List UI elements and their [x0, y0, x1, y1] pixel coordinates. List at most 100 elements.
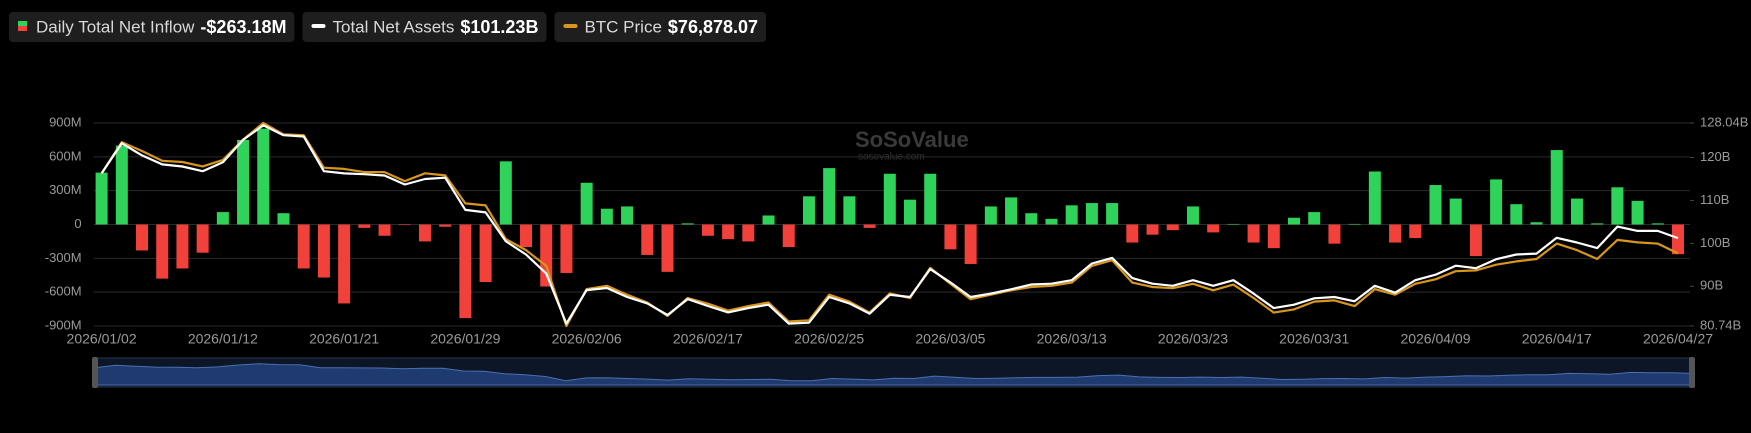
- bar: [338, 224, 351, 304]
- bar: [1570, 198, 1583, 225]
- y-tick-label: -900M: [45, 317, 82, 332]
- legend-name: BTC Price: [584, 17, 661, 36]
- bar: [1166, 224, 1179, 231]
- bar: [1530, 222, 1543, 225]
- x-tick-label: 2026/02/17: [673, 331, 743, 347]
- bar: [176, 224, 189, 269]
- legend-name: Daily Total Net Inflow: [36, 17, 195, 36]
- navigator-area: [94, 363, 1693, 386]
- bar: [520, 224, 533, 248]
- bar: [600, 208, 613, 225]
- line: [100, 121, 1679, 328]
- legend-swatch: [18, 21, 27, 26]
- navigator-handle-left[interactable]: [92, 357, 98, 388]
- x-tick-label: 2026/04/09: [1400, 331, 1470, 347]
- x-tick-label: 2026/01/21: [309, 331, 379, 347]
- bar: [641, 224, 654, 255]
- bar: [1490, 179, 1503, 225]
- legend-swatch: [18, 26, 27, 31]
- y-tick-label: -600M: [45, 284, 82, 299]
- x-tick-label: 2026/02/06: [552, 331, 622, 347]
- bar: [297, 224, 310, 269]
- bar: [984, 206, 997, 225]
- navigator-handle-right[interactable]: [1689, 357, 1695, 388]
- bar: [580, 182, 593, 225]
- bar: [1288, 217, 1301, 225]
- bar: [883, 173, 896, 225]
- legend-box: [554, 12, 767, 42]
- bar: [964, 224, 977, 264]
- bar: [802, 196, 815, 225]
- y2-tick-label: 128.04B: [1700, 114, 1748, 129]
- bar: [701, 224, 714, 236]
- bar: [358, 224, 371, 228]
- bar: [398, 224, 411, 226]
- bar: [924, 173, 937, 225]
- bar: [1308, 212, 1321, 225]
- bar: [1267, 224, 1280, 249]
- x-tick-label: 2026/03/23: [1158, 331, 1228, 347]
- bar: [1227, 223, 1240, 225]
- bar: [1510, 204, 1523, 225]
- bar: [317, 224, 330, 278]
- bar: [782, 224, 795, 248]
- bar: [479, 224, 492, 283]
- bar: [560, 224, 573, 273]
- bar: [1085, 203, 1098, 225]
- bar: [1065, 205, 1078, 225]
- bar: [843, 196, 856, 225]
- x-tick-label: 2026/01/02: [67, 331, 137, 347]
- bar: [418, 224, 431, 242]
- bar: [1045, 218, 1058, 225]
- legend-item[interactable]: BTC Price $76,878.07: [554, 12, 767, 42]
- bar: [1389, 224, 1402, 243]
- legend-box: [302, 12, 547, 42]
- y2-tick-label: 90B: [1700, 278, 1723, 293]
- bar: [439, 224, 452, 227]
- bar: [823, 168, 836, 225]
- bar: [1207, 224, 1220, 233]
- bar: [1409, 224, 1422, 239]
- bar: [742, 224, 755, 242]
- x-tick-label: 2026/02/25: [794, 331, 864, 347]
- bar: [1005, 197, 1018, 225]
- bar: [1672, 224, 1684, 255]
- y2-tick-label: 120B: [1700, 149, 1730, 164]
- legend-box: [9, 12, 295, 42]
- y-tick-label: 300M: [49, 182, 82, 197]
- bar: [257, 128, 270, 225]
- bar: [1025, 213, 1038, 225]
- bar: [1429, 185, 1442, 225]
- bar: [1186, 206, 1199, 225]
- bar: [1126, 224, 1139, 243]
- y-tick-label: 0: [74, 216, 81, 231]
- bar: [661, 224, 674, 272]
- bar: [277, 213, 290, 225]
- bar: [762, 215, 775, 225]
- line: [100, 124, 1679, 325]
- bar: [136, 224, 149, 251]
- bar: [237, 139, 250, 225]
- legend-item[interactable]: Daily Total Net Inflow -$263.18M: [9, 12, 295, 42]
- legend-swatch: [311, 24, 326, 28]
- bar: [1328, 224, 1341, 244]
- legend-name: Total Net Assets: [332, 17, 454, 36]
- legend-swatch: [563, 24, 578, 28]
- bar: [1651, 223, 1664, 225]
- bar: [1368, 171, 1381, 225]
- y-tick-label: -300M: [45, 250, 82, 265]
- legend-value: -$263.18M: [200, 17, 286, 37]
- x-tick-label: 2026/03/13: [1037, 331, 1107, 347]
- legend-item[interactable]: Total Net Assets $101.23B: [302, 12, 547, 42]
- y2-tick-label: 110B: [1700, 192, 1729, 207]
- x-tick-label: 2026/03/31: [1279, 331, 1349, 347]
- y-tick-label: 900M: [49, 114, 82, 129]
- bar: [459, 224, 472, 319]
- bar: [1247, 224, 1260, 243]
- bar: [1449, 198, 1462, 225]
- bar: [1348, 223, 1361, 225]
- bar: [1591, 223, 1604, 225]
- bar: [904, 199, 917, 225]
- bar: [1550, 150, 1563, 225]
